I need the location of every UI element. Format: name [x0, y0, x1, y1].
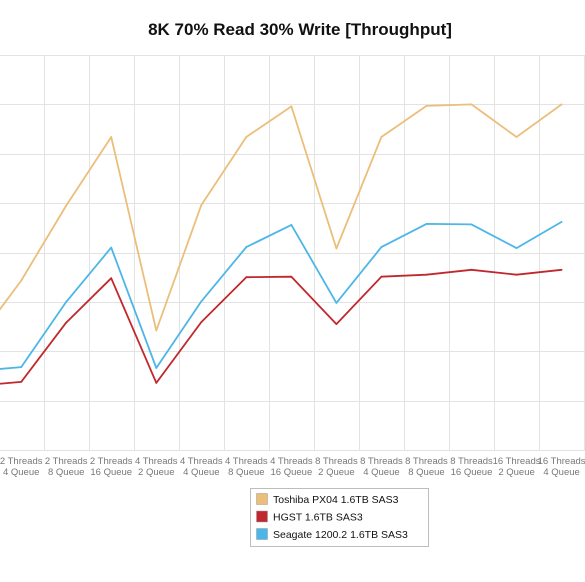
series-point: [425, 105, 428, 107]
legend-swatch: [256, 510, 268, 523]
series-point: [290, 275, 293, 278]
series-point: [110, 136, 113, 138]
series-point: [245, 276, 248, 279]
series-point: [20, 381, 23, 383]
series-point: [200, 204, 203, 207]
series-point: [335, 302, 338, 304]
x-tick-label: 16 Threads: [493, 456, 541, 467]
series-point: [20, 366, 23, 368]
series-point: [65, 301, 68, 303]
series-point: [335, 247, 338, 250]
series-point: [290, 105, 293, 108]
x-tick-label: 16 Queue: [90, 467, 132, 478]
series-point: [560, 268, 563, 271]
series-point: [65, 204, 68, 207]
x-tick-label: 4 Threads: [135, 456, 178, 467]
legend-label: HGST 1.6TB SAS3: [273, 512, 363, 524]
x-tick-label: 8 Threads: [405, 456, 448, 467]
x-tick-label: 16 Queue: [451, 467, 493, 478]
series-point: [470, 268, 473, 271]
series-point: [425, 273, 428, 276]
x-tick-label: 8 Threads: [450, 456, 493, 467]
x-tick-label: 8 Queue: [408, 467, 444, 478]
series-point: [515, 136, 518, 138]
series-point: [290, 224, 293, 226]
legend-swatch: [256, 493, 268, 505]
series-line: [0, 268, 562, 385]
chart-title: 8K 70% Read 30% Write [Throughput]: [148, 20, 452, 39]
x-tick-label: 4 Queue: [3, 467, 39, 478]
x-tick-label: 16 Queue: [271, 467, 313, 478]
series-point: [380, 275, 383, 278]
x-tick-label: 2 Threads: [0, 456, 43, 467]
series-point: [335, 323, 338, 325]
series-point: [155, 329, 158, 332]
series-point: [560, 103, 563, 106]
series-point: [470, 223, 473, 226]
x-tick-label: 2 Threads: [45, 456, 88, 467]
series-point: [470, 103, 473, 106]
series-point: [20, 279, 23, 282]
series-point: [380, 136, 383, 138]
series-point: [425, 223, 428, 225]
x-tick-label: 2 Queue: [498, 467, 534, 478]
x-tick-label: 2 Threads: [90, 456, 133, 467]
plot-series: [0, 103, 563, 385]
x-tick-label: 8 Queue: [228, 467, 264, 478]
x-tick-label: 4 Threads: [270, 456, 313, 467]
series-point: [65, 321, 68, 324]
plot-grid: [0, 55, 585, 451]
series-point: [515, 247, 518, 250]
series-line: [0, 221, 563, 370]
series-point: [380, 246, 383, 249]
x-tick-label: 8 Threads: [360, 456, 403, 467]
x-tick-label: 8 Queue: [48, 467, 84, 478]
series-line: [0, 103, 563, 332]
legend-box: [250, 488, 429, 547]
series-point: [515, 273, 518, 276]
x-tick-label: 4 Threads: [225, 456, 268, 467]
x-tick-label: 8 Threads: [315, 456, 358, 467]
legend-label: Seagate 1200.2 1.6TB SAS3: [273, 529, 408, 541]
series-point: [245, 136, 248, 138]
x-tick-label: 2 Queue: [318, 467, 354, 478]
legend-label: Toshiba PX04 1.6TB SAS3: [273, 494, 399, 506]
series-point: [110, 246, 113, 249]
series-point: [200, 321, 203, 323]
x-tick-label: 4 Threads: [180, 456, 223, 467]
series-point: [155, 382, 158, 384]
legend: Toshiba PX04 1.6TB SAS3 HGST 1.6TB SAS3 Se…: [250, 488, 429, 547]
x-tick-label: 16 Threads: [538, 456, 585, 467]
x-tick-label: 4 Queue: [363, 467, 399, 478]
series-point: [560, 221, 563, 223]
series-point: [245, 246, 248, 249]
x-tick-label: 4 Queue: [543, 467, 579, 478]
series-point: [110, 277, 113, 280]
x-tick-label: 4 Queue: [183, 467, 219, 478]
series-point: [155, 367, 158, 369]
legend-swatch: [256, 528, 268, 540]
x-tick-label: 2 Queue: [138, 467, 174, 478]
series-point: [200, 300, 203, 303]
